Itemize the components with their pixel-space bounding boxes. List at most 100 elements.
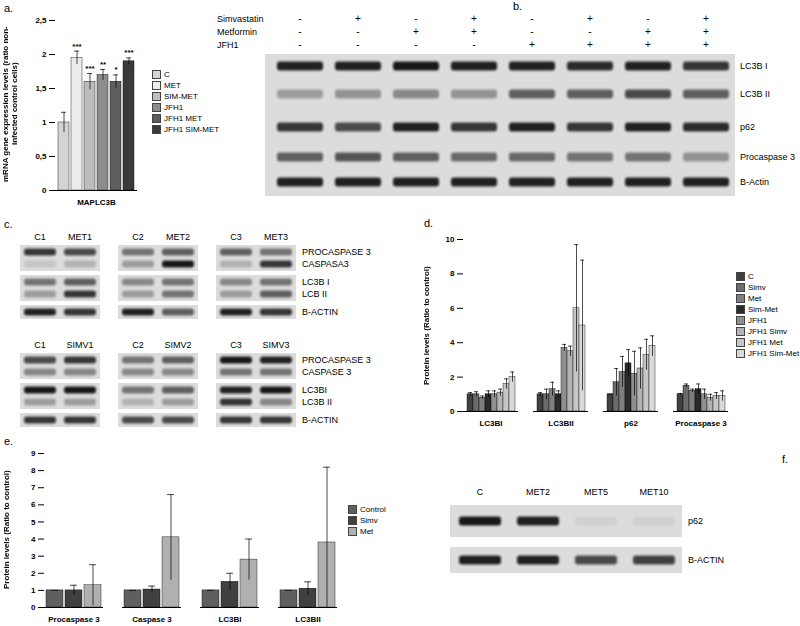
svg-text:-: - <box>472 39 475 50</box>
svg-text:MET5: MET5 <box>584 487 608 497</box>
svg-text:c.: c. <box>4 218 13 230</box>
svg-text:2: 2 <box>42 50 47 59</box>
svg-text:B-ACTIN: B-ACTIN <box>688 555 724 565</box>
svg-text:LC3BI: LC3BI <box>479 419 502 428</box>
svg-text:+: + <box>355 13 361 24</box>
svg-text:-: - <box>356 26 359 37</box>
svg-text:f.: f. <box>782 453 788 465</box>
svg-text:0,5: 0,5 <box>35 152 47 161</box>
svg-text:9: 9 <box>31 449 36 458</box>
svg-text:-: - <box>298 39 301 50</box>
svg-text:***: *** <box>124 48 134 57</box>
svg-text:+: + <box>413 26 419 37</box>
svg-text:+: + <box>703 39 709 50</box>
svg-text:LC3BI: LC3BI <box>218 615 241 624</box>
svg-text:-: - <box>646 13 649 24</box>
svg-text:2,5: 2,5 <box>35 16 47 25</box>
svg-text:1: 1 <box>31 586 36 595</box>
svg-text:+: + <box>587 13 593 24</box>
svg-text:LC3B II: LC3B II <box>302 397 332 407</box>
svg-text:+: + <box>471 13 477 24</box>
svg-text:SIMV2: SIMV2 <box>164 340 191 350</box>
svg-text:0: 0 <box>42 186 47 195</box>
svg-text:C: C <box>477 487 484 497</box>
svg-text:-: - <box>414 39 417 50</box>
svg-text:C1: C1 <box>34 232 46 242</box>
svg-text:1: 1 <box>42 118 47 127</box>
svg-text:PROCASPASE 3: PROCASPASE 3 <box>302 247 371 257</box>
svg-text:B-Actin: B-Actin <box>740 177 769 187</box>
svg-text:B-ACTIN: B-ACTIN <box>302 415 338 425</box>
svg-text:LC3BII: LC3BII <box>295 615 320 624</box>
svg-text:LC3B II: LC3B II <box>740 89 770 99</box>
svg-text:LCB II: LCB II <box>302 289 327 299</box>
svg-text:***: *** <box>72 42 82 51</box>
svg-text:+: + <box>587 39 593 50</box>
svg-text:10: 10 <box>446 235 455 244</box>
svg-text:-: - <box>530 26 533 37</box>
svg-text:PROCASPASE 3: PROCASPASE 3 <box>302 355 371 365</box>
svg-text:C3: C3 <box>230 340 242 350</box>
svg-text:-: - <box>356 39 359 50</box>
svg-text:4: 4 <box>31 535 36 544</box>
svg-text:Procaspase 3: Procaspase 3 <box>48 615 100 624</box>
svg-text:+: + <box>703 26 709 37</box>
svg-text:B-ACTIN: B-ACTIN <box>302 307 338 317</box>
svg-text:6: 6 <box>450 304 455 313</box>
svg-text:LC3BII: LC3BII <box>548 419 573 428</box>
svg-text:C2: C2 <box>132 340 144 350</box>
svg-text:CASPASA3: CASPASA3 <box>302 259 349 269</box>
svg-text:LC3BI: LC3BI <box>302 385 327 395</box>
svg-text:+: + <box>703 13 709 24</box>
svg-text:**: ** <box>100 60 107 69</box>
svg-text:C3: C3 <box>230 232 242 242</box>
svg-text:C1: C1 <box>34 340 46 350</box>
svg-text:6: 6 <box>31 500 36 509</box>
svg-text:3: 3 <box>31 552 36 561</box>
svg-text:MET1: MET1 <box>68 232 92 242</box>
svg-text:p62: p62 <box>624 419 638 428</box>
svg-text:7: 7 <box>31 483 36 492</box>
svg-text:MET3: MET3 <box>264 232 288 242</box>
svg-text:SIMV3: SIMV3 <box>262 340 289 350</box>
svg-text:0: 0 <box>450 407 455 416</box>
svg-text:LC3B I: LC3B I <box>302 277 330 287</box>
svg-text:MET10: MET10 <box>639 487 668 497</box>
svg-text:LC3B I: LC3B I <box>740 61 768 71</box>
svg-text:+: + <box>529 39 535 50</box>
svg-text:+: + <box>645 26 651 37</box>
svg-text:*: * <box>114 65 118 74</box>
svg-text:p62: p62 <box>688 516 703 526</box>
svg-text:+: + <box>645 39 651 50</box>
svg-text:Procaspase 3: Procaspase 3 <box>675 419 727 428</box>
svg-text:Procaspase 3: Procaspase 3 <box>740 152 795 162</box>
svg-text:-: - <box>414 13 417 24</box>
svg-text:MET2: MET2 <box>166 232 190 242</box>
svg-text:b.: b. <box>513 0 522 12</box>
svg-text:-: - <box>530 13 533 24</box>
svg-text:Caspase 3: Caspase 3 <box>132 615 172 624</box>
svg-text:Metformin: Metformin <box>217 27 257 37</box>
html-text:mRNA gene expression levels (r: mRNA gene expression levels (ratio non-i… <box>1 26 19 182</box>
svg-text:+: + <box>471 26 477 37</box>
svg-text:-: - <box>588 26 591 37</box>
svg-text:MAPLC3B: MAPLC3B <box>77 198 116 207</box>
svg-text:0: 0 <box>31 603 36 612</box>
svg-text:***: *** <box>85 64 95 73</box>
svg-text:4: 4 <box>450 338 455 347</box>
svg-text:2: 2 <box>31 569 36 578</box>
svg-text:p62: p62 <box>740 122 755 132</box>
svg-text:-: - <box>298 26 301 37</box>
svg-text:CASPASE 3: CASPASE 3 <box>302 367 351 377</box>
svg-text:Simvastatin: Simvastatin <box>217 14 264 24</box>
svg-text:-: - <box>298 13 301 24</box>
svg-text:2: 2 <box>450 373 455 382</box>
svg-text:8: 8 <box>450 269 455 278</box>
svg-text:JFH1: JFH1 <box>217 40 239 50</box>
svg-text:MET2: MET2 <box>526 487 550 497</box>
svg-text:SIMV1: SIMV1 <box>66 340 93 350</box>
svg-text:5: 5 <box>31 518 36 527</box>
svg-text:C2: C2 <box>132 232 144 242</box>
svg-text:1,5: 1,5 <box>35 84 47 93</box>
svg-text:8: 8 <box>31 466 36 475</box>
